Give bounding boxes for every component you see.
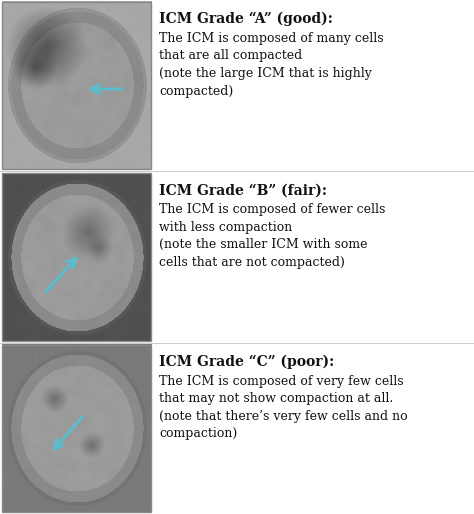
Text: The ICM is composed of very few cells
that may not show compaction at all.
(note: The ICM is composed of very few cells th… bbox=[159, 375, 408, 440]
Text: ICM Grade “C” (poor):: ICM Grade “C” (poor): bbox=[159, 355, 335, 369]
Text: ICM Grade “B” (fair):: ICM Grade “B” (fair): bbox=[159, 183, 328, 197]
Bar bbox=[2, 2, 151, 169]
Bar bbox=[2, 173, 151, 341]
Text: ICM Grade “A” (good):: ICM Grade “A” (good): bbox=[159, 12, 333, 26]
Text: The ICM is composed of many cells
that are all compacted
(note the large ICM tha: The ICM is composed of many cells that a… bbox=[159, 32, 384, 98]
Bar bbox=[2, 345, 151, 512]
Text: The ICM is composed of fewer cells
with less compaction
(note the smaller ICM wi: The ICM is composed of fewer cells with … bbox=[159, 204, 386, 269]
